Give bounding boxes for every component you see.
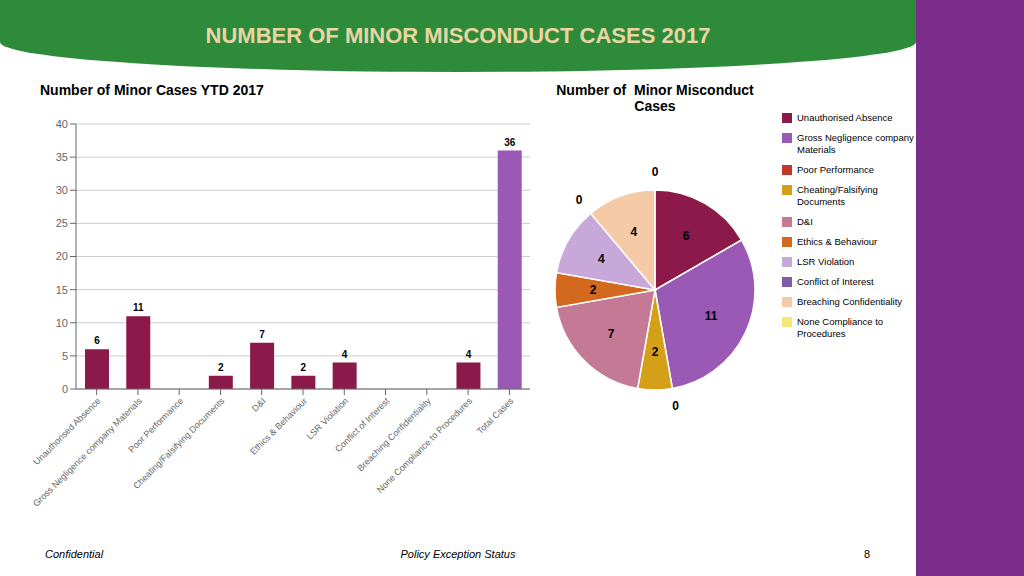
html-text:Number of Minor Cases YTD 2017: Number of Minor Cases YTD 2017	[40, 82, 264, 98]
html-text:Breaching Confidentiality: Breaching Confidentiality	[797, 296, 903, 307]
html-text:8: 8	[863, 548, 870, 560]
svg-text:20: 20	[56, 250, 68, 262]
svg-text:36: 36	[504, 137, 516, 148]
svg-text:6: 6	[94, 335, 100, 346]
svg-text:2: 2	[218, 362, 224, 373]
html-text:Ethics & Behaviour: Ethics & Behaviour	[797, 236, 878, 247]
html-text:Number of Minor Misconduct Cas: Number of Minor Misconduct Cases	[556, 82, 754, 114]
svg-text:Unauthorised Absence: Unauthorised Absence	[31, 396, 102, 467]
svg-text:Cheating/Falsifying Documents: Cheating/Falsifying Documents	[131, 396, 227, 492]
svg-text:11: 11	[705, 309, 718, 323]
svg-text:10: 10	[56, 317, 68, 329]
svg-text:30: 30	[56, 184, 68, 196]
svg-text:0: 0	[672, 399, 679, 413]
svg-text:None Compliance to Procedures: None Compliance to Procedures	[375, 396, 474, 495]
svg-text:15: 15	[56, 284, 68, 296]
svg-text:4: 4	[342, 349, 348, 360]
svg-text:40: 40	[56, 118, 68, 130]
svg-text:7: 7	[608, 327, 615, 341]
svg-text:2: 2	[590, 283, 597, 297]
html-text:Cheating/Falsifying Documents: Cheating/Falsifying Documents	[797, 184, 878, 207]
svg-text:2: 2	[652, 345, 659, 359]
svg-text:35: 35	[56, 151, 68, 163]
svg-text:0: 0	[652, 165, 659, 179]
svg-text:Ethics & Behaviour: Ethics & Behaviour	[248, 396, 309, 457]
svg-text:D&I: D&I	[250, 396, 268, 414]
svg-text:5: 5	[62, 350, 68, 362]
svg-text:6: 6	[683, 229, 690, 243]
svg-text:Total Cases: Total Cases	[475, 396, 516, 437]
svg-text:4: 4	[630, 225, 637, 239]
html-text:NUMBER OF MINOR MISCONDUCT CAS: NUMBER OF MINOR MISCONDUCT CASES 2017	[205, 23, 711, 48]
svg-text:0: 0	[62, 383, 68, 395]
svg-text:4: 4	[598, 252, 605, 266]
html-text:None Compliance to Procedures: None Compliance to Procedures	[797, 316, 884, 339]
svg-text:0: 0	[576, 193, 583, 207]
html-text:D&I: D&I	[797, 216, 813, 227]
svg-text:11: 11	[133, 302, 144, 313]
svg-text:Conflict of Interest: Conflict of Interest	[333, 395, 392, 455]
svg-text:4: 4	[466, 349, 472, 360]
html-text:Poor Performance: Poor Performance	[797, 164, 875, 175]
html-text:LSR Violation: LSR Violation	[797, 256, 855, 267]
svg-text:Poor Performance: Poor Performance	[126, 395, 186, 455]
html-text:Conflict of Interest: Conflict of Interest	[797, 276, 874, 287]
svg-text:25: 25	[56, 217, 68, 229]
html-text:Policy Exception Status: Policy Exception Status	[400, 548, 516, 560]
html-text:Gross Negligence company Mater: Gross Negligence company Materials	[797, 132, 914, 155]
svg-text:Breaching Confidentiality: Breaching Confidentiality	[355, 396, 433, 474]
svg-text:Gross Negligence company Mater: Gross Negligence company Materials	[31, 396, 144, 509]
svg-text:7: 7	[259, 329, 265, 340]
svg-text:LSR Violation: LSR Violation	[305, 396, 351, 442]
svg-text:2: 2	[301, 362, 307, 373]
html-text:Unauthorised Absence: Unauthorised Absence	[797, 112, 893, 123]
html-text:Confidential: Confidential	[45, 548, 104, 560]
